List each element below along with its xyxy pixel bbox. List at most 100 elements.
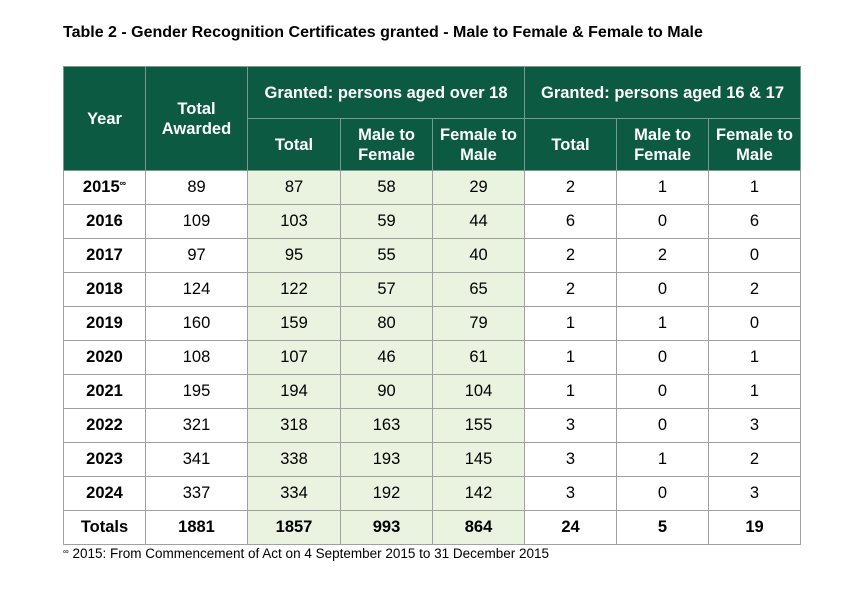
value-cell: 194: [247, 374, 341, 409]
year-cell: 2021: [63, 374, 146, 409]
value-cell: 193: [340, 442, 433, 477]
value-cell: 80: [340, 306, 433, 341]
value-cell: 2: [524, 238, 617, 273]
value-cell: 0: [616, 272, 709, 307]
value-cell: 3: [524, 408, 617, 443]
value-cell: 1: [524, 340, 617, 375]
data-row: 2016 109 103 59 44 6 0 6: [63, 204, 801, 239]
header-cell: Female to Male: [708, 118, 801, 171]
value-cell: 0: [616, 408, 709, 443]
value-cell: 103: [247, 204, 341, 239]
header-cell: Year: [63, 66, 146, 171]
value-cell: 321: [145, 408, 248, 443]
value-cell: 0: [616, 340, 709, 375]
value-cell: 1: [616, 170, 709, 205]
data-row: 2024 337 334 192 142 3 0 3: [63, 476, 801, 511]
value-cell: 192: [340, 476, 433, 511]
header-cell: Male to Female: [340, 118, 433, 171]
value-cell: 0: [616, 476, 709, 511]
year-cell: 2015∞: [63, 170, 146, 205]
value-cell: 1881: [145, 510, 248, 545]
value-cell: 993: [340, 510, 433, 545]
value-cell: 1: [708, 374, 801, 409]
year-cell: 2018: [63, 272, 146, 307]
data-row: 2023 341 338 193 145 3 1 2: [63, 442, 801, 477]
value-cell: 341: [145, 442, 248, 477]
header-row: Year Total Awarded Granted: persons aged…: [63, 66, 801, 171]
data-row: 2019 160 159 80 79 1 1 0: [63, 306, 801, 341]
value-cell: 107: [247, 340, 341, 375]
footnote: ∞ 2015: From Commencement of Act on 4 Se…: [63, 546, 549, 561]
totals-row: Totals 1881 1857 993 864 24 5 19: [63, 510, 801, 545]
table-head: Year Total Awarded Granted: persons aged…: [63, 66, 801, 171]
year-cell: 2023: [63, 442, 146, 477]
value-cell: 58: [340, 170, 433, 205]
value-cell: 338: [247, 442, 341, 477]
year-cell: 2024: [63, 476, 146, 511]
value-cell: 109: [145, 204, 248, 239]
value-cell: 0: [708, 238, 801, 273]
value-cell: 5: [616, 510, 709, 545]
data-table: Year Total Awarded Granted: persons aged…: [63, 66, 801, 545]
value-cell: 124: [145, 272, 248, 307]
data-row: 2022 321 318 163 155 3 0 3: [63, 408, 801, 443]
value-cell: 6: [708, 204, 801, 239]
value-cell: 108: [145, 340, 248, 375]
value-cell: 318: [247, 408, 341, 443]
value-cell: 155: [432, 408, 525, 443]
value-cell: 1: [616, 306, 709, 341]
value-cell: 55: [340, 238, 433, 273]
header-cell: Total Awarded: [145, 66, 248, 171]
value-cell: 2: [524, 272, 617, 307]
value-cell: 1857: [247, 510, 341, 545]
value-cell: 160: [145, 306, 248, 341]
value-cell: 29: [432, 170, 525, 205]
value-cell: 3: [524, 442, 617, 477]
footnote-marker: ∞: [119, 178, 127, 188]
value-cell: 57: [340, 272, 433, 307]
value-cell: 44: [432, 204, 525, 239]
value-cell: 79: [432, 306, 525, 341]
value-cell: 19: [708, 510, 801, 545]
header-group: Granted: persons aged 16 & 17: [524, 66, 801, 119]
value-cell: 1: [708, 170, 801, 205]
data-row: 2015∞ 89 87 58 29 2 1 1: [63, 170, 801, 205]
value-cell: 97: [145, 238, 248, 273]
value-cell: 1: [708, 340, 801, 375]
footnote-marker: ∞: [63, 547, 69, 556]
data-row: 2020 108 107 46 61 1 0 1: [63, 340, 801, 375]
value-cell: 142: [432, 476, 525, 511]
year-cell: 2022: [63, 408, 146, 443]
value-cell: 1: [616, 442, 709, 477]
header-row: Total Male to Female Female to Male Total Ma…: [64, 118, 801, 171]
value-cell: 24: [524, 510, 617, 545]
data-row: 2021 195 194 90 104 1 0 1: [63, 374, 801, 409]
value-cell: 0: [616, 374, 709, 409]
value-cell: 2: [616, 238, 709, 273]
value-cell: 46: [340, 340, 433, 375]
footnote-text: 2015: From Commencement of Act on 4 Sept…: [72, 546, 549, 561]
year-cell: 2017: [63, 238, 146, 273]
value-cell: 89: [145, 170, 248, 205]
value-cell: 163: [340, 408, 433, 443]
value-cell: 0: [616, 204, 709, 239]
year-cell: 2016: [63, 204, 146, 239]
value-cell: 40: [432, 238, 525, 273]
value-cell: 61: [432, 340, 525, 375]
value-cell: 3: [708, 408, 801, 443]
value-cell: 2: [524, 170, 617, 205]
header-cell: Female to Male: [432, 118, 525, 171]
year-cell: 2020: [63, 340, 146, 375]
value-cell: 6: [524, 204, 617, 239]
value-cell: 122: [247, 272, 341, 307]
year-cell: Totals: [63, 510, 146, 545]
value-cell: 104: [432, 374, 525, 409]
value-cell: 159: [247, 306, 341, 341]
header-cell: Total: [524, 118, 617, 171]
value-cell: 59: [340, 204, 433, 239]
value-cell: 1: [524, 374, 617, 409]
value-cell: 337: [145, 476, 248, 511]
value-cell: 3: [524, 476, 617, 511]
value-cell: 334: [247, 476, 341, 511]
cell-text: 2015: [82, 178, 120, 196]
